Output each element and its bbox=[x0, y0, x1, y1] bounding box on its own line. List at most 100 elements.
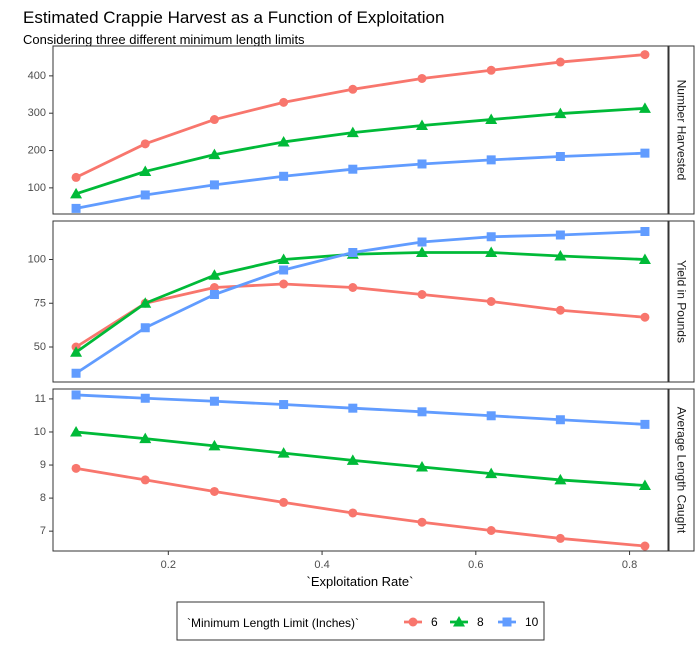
data-point bbox=[554, 107, 567, 119]
data-point bbox=[640, 419, 650, 429]
data-point bbox=[554, 473, 567, 485]
facet-panels: Number Harvested 100 200 300 400 Yield in Pou… bbox=[28, 45, 695, 552]
data-point bbox=[279, 497, 289, 507]
y-tick-label: 9 bbox=[40, 459, 46, 471]
data-point bbox=[277, 135, 290, 147]
data-point bbox=[555, 533, 565, 543]
data-point bbox=[417, 517, 427, 527]
data-point bbox=[486, 526, 496, 536]
legend-entry: 8 bbox=[450, 615, 484, 629]
data-point bbox=[554, 250, 567, 261]
data-point bbox=[416, 461, 428, 472]
data-point bbox=[140, 323, 150, 333]
legend-key-marker bbox=[502, 617, 512, 627]
data-point bbox=[348, 508, 358, 518]
data-point bbox=[640, 541, 650, 551]
data-point bbox=[70, 425, 83, 437]
data-point bbox=[486, 65, 496, 75]
x-tick-label: 0.4 bbox=[314, 559, 329, 571]
data-point bbox=[417, 237, 427, 247]
facet-panel: Average Length Caught 7 8 9 10 11 bbox=[34, 388, 695, 552]
data-point bbox=[555, 305, 565, 315]
data-point bbox=[640, 50, 650, 60]
data-point bbox=[485, 246, 498, 257]
chart-title: Estimated Crappie Harvest as a Function … bbox=[23, 8, 444, 27]
chart-subtitle: Considering three different minimum leng… bbox=[23, 32, 305, 47]
data-point bbox=[71, 172, 81, 182]
data-point bbox=[279, 97, 289, 107]
data-point bbox=[71, 390, 81, 400]
y-tick-label: 8 bbox=[40, 492, 46, 504]
data-point bbox=[416, 246, 428, 257]
data-point bbox=[140, 190, 150, 200]
data-point bbox=[348, 84, 358, 94]
legend-label: 6 bbox=[431, 615, 438, 629]
x-tick-label: 0.8 bbox=[622, 559, 637, 571]
x-axis: 0.2 0.4 0.6 0.8 bbox=[161, 551, 637, 571]
y-tick-label: 7 bbox=[40, 525, 46, 537]
legend-label: 10 bbox=[525, 615, 539, 629]
legend-label: 8 bbox=[477, 615, 484, 629]
data-point bbox=[277, 253, 290, 264]
strip-box bbox=[668, 388, 695, 552]
legend-box bbox=[176, 601, 545, 641]
data-point bbox=[555, 152, 565, 162]
data-point bbox=[417, 73, 427, 83]
legend-key-marker bbox=[408, 617, 418, 627]
data-point bbox=[485, 467, 498, 479]
data-point bbox=[640, 148, 650, 158]
legend-title: `Minimum Length Limit (Inches)` bbox=[187, 616, 359, 630]
data-point bbox=[348, 164, 358, 174]
data-point bbox=[71, 368, 81, 378]
strip-box bbox=[668, 45, 695, 215]
panel-border bbox=[52, 388, 669, 552]
data-point bbox=[555, 415, 565, 425]
data-point bbox=[638, 102, 651, 113]
data-point bbox=[139, 297, 152, 308]
y-tick-label: 50 bbox=[34, 341, 46, 353]
strip-box bbox=[668, 220, 695, 383]
y-tick-label: 200 bbox=[28, 145, 46, 157]
data-point bbox=[638, 253, 651, 264]
y-tick-label: 75 bbox=[34, 297, 46, 309]
data-point bbox=[209, 115, 219, 125]
data-point bbox=[348, 403, 358, 413]
data-point bbox=[71, 463, 81, 473]
data-point bbox=[139, 165, 152, 176]
legend-entry: 6 bbox=[404, 615, 438, 629]
data-point bbox=[209, 180, 219, 190]
data-point bbox=[346, 126, 359, 138]
data-point bbox=[486, 297, 496, 306]
data-point bbox=[416, 119, 428, 131]
y-tick-label: 400 bbox=[28, 70, 46, 82]
data-point bbox=[279, 171, 289, 181]
data-point bbox=[208, 439, 221, 451]
y-tick-label: 100 bbox=[28, 182, 46, 194]
data-point bbox=[209, 290, 219, 299]
data-point bbox=[277, 447, 290, 458]
data-point bbox=[640, 312, 650, 322]
x-axis-title: `Exploitation Rate` bbox=[307, 574, 414, 589]
data-point bbox=[417, 290, 427, 299]
data-point bbox=[70, 346, 83, 357]
y-tick-label: 10 bbox=[34, 426, 46, 438]
y-tick-label: 11 bbox=[35, 393, 46, 405]
data-point bbox=[417, 159, 427, 169]
data-point bbox=[279, 400, 289, 410]
data-point bbox=[346, 454, 359, 465]
facet-panel: Yield in Pounds 50 75 100 bbox=[28, 220, 695, 383]
legend-key-marker bbox=[453, 616, 465, 627]
data-point bbox=[640, 227, 650, 236]
data-point bbox=[555, 57, 565, 67]
data-point bbox=[555, 230, 565, 240]
data-point bbox=[208, 269, 221, 280]
data-point bbox=[485, 113, 498, 125]
data-point bbox=[139, 432, 152, 444]
data-point bbox=[208, 148, 221, 160]
y-tick-label: 300 bbox=[28, 107, 46, 119]
data-point bbox=[279, 279, 289, 289]
y-tick-label: 100 bbox=[28, 254, 46, 266]
legend-keys: 6 8 10 bbox=[404, 615, 539, 629]
data-point bbox=[140, 475, 150, 485]
